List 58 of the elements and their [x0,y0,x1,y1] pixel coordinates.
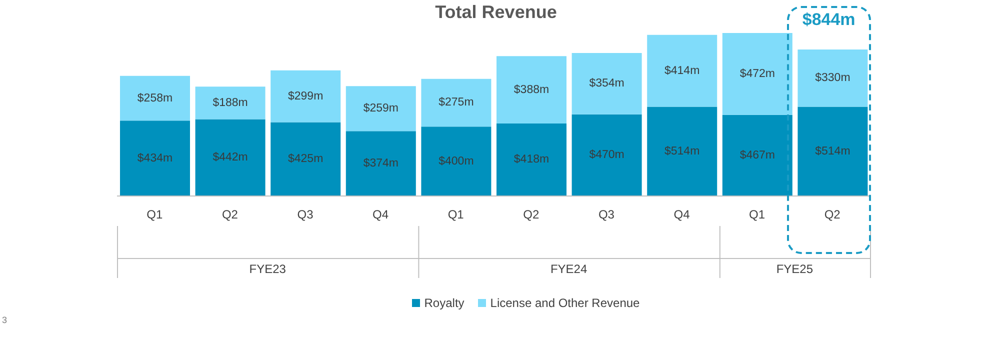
data-label: $275m [438,96,474,109]
data-label: $258m [137,92,173,104]
bar [195,119,266,196]
data-label: $467m [740,149,775,162]
bar [270,70,341,122]
text: FYE24 [549,262,588,276]
data-label: $354m [589,78,624,90]
bar [572,114,642,196]
bar [270,122,341,196]
x-tick-label: Q2 [824,208,841,222]
x-tick-label: Q1 [448,208,464,222]
bar [346,86,416,132]
x-tick-label: Q3 [598,208,615,222]
data-label: $472m [740,68,775,80]
data-label: $374m [363,158,398,170]
bar [120,120,190,196]
text: FYE25 [775,262,814,276]
data-label: $188m [212,96,248,109]
text: 3 [2,315,8,325]
bar [421,126,492,196]
x-tick-label: Q3 [297,208,314,222]
data-label: $330m [815,72,850,84]
bar [647,106,718,196]
bar [647,34,718,107]
data-label: $388m [514,84,550,96]
data-label: $299m [288,90,324,102]
bar [722,114,792,196]
data-label: $434m [137,152,173,164]
data-label: $442m [212,152,248,164]
x-tick-label: Q1 [146,208,163,222]
bar [496,123,566,196]
data-label: $514m [664,145,700,158]
bar [798,49,868,107]
text: $844m [801,10,856,30]
text: FYE23 [248,262,287,276]
data-label: $514m [815,145,850,158]
legend-label: License and Other Revenue [489,296,640,310]
x-tick-label: Q4 [372,208,389,222]
bar [572,52,642,114]
data-label: $259m [363,102,398,115]
bar [346,131,416,196]
x-tick-label: Q2 [523,208,540,222]
legend-label: Royalty [423,296,464,310]
data-label: $400m [438,155,474,168]
data-label: $425m [288,153,324,166]
data-label: $414m [664,64,700,77]
data-label: $418m [514,154,550,166]
bar [120,76,190,121]
bar [496,56,566,124]
x-tick-label: Q1 [749,208,766,222]
bar [798,106,868,196]
bar [421,78,492,127]
data-label: $470m [589,149,624,162]
x-tick-label: Q2 [222,208,238,222]
chart-title: Total Revenue [435,2,557,22]
bar [195,86,266,120]
x-tick-label: Q4 [674,208,690,222]
bar [722,33,792,115]
